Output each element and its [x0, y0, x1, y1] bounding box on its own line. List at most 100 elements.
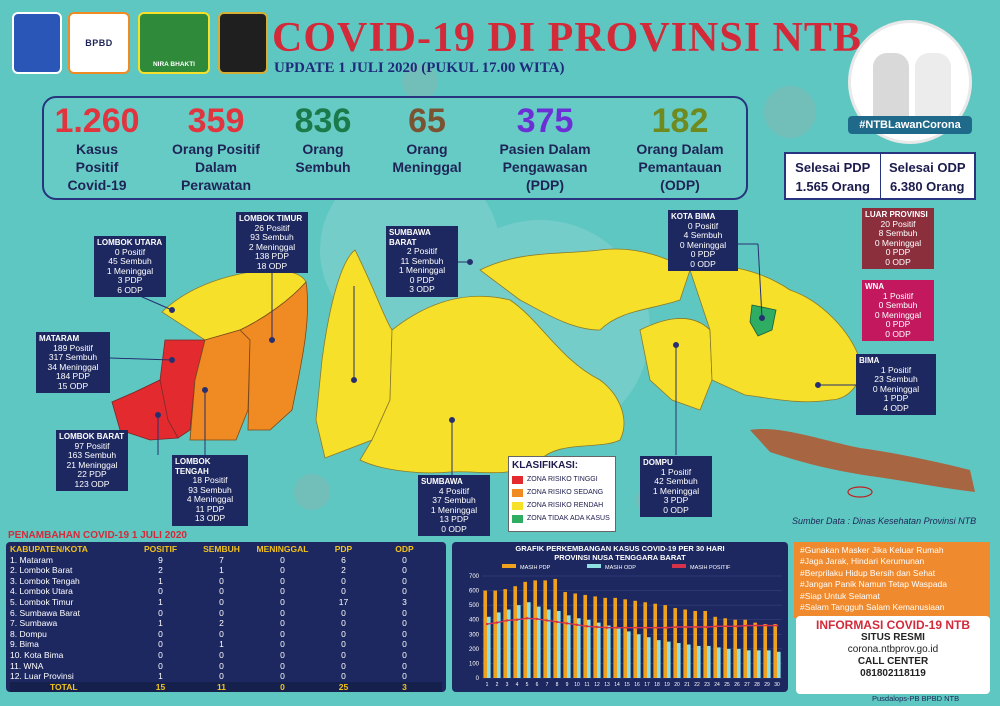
- table-cell-value: 0: [158, 586, 163, 597]
- region-box-luar-provinsi: LUAR PROVINSI 20 Positif 8 Sembuh 0 Mening…: [862, 208, 934, 269]
- bar-masih-pdp: [513, 586, 517, 678]
- message-item: #Gunakan Masker Jika Keluar Rumah: [800, 545, 944, 555]
- bar-masih-odp: [747, 650, 751, 678]
- x-tick-label: 10: [574, 682, 580, 688]
- call-center-number[interactable]: 081802118119: [860, 668, 926, 679]
- x-tick-label: 15: [624, 682, 630, 688]
- x-tick-label: 14: [614, 682, 620, 688]
- chart-svg: MASIH PDP MASIH ODP MASIH POSITIF 0 100 200 30…: [469, 564, 782, 688]
- health-messages: #Gunakan Masker Jika Keluar Rumah #Jaga …: [794, 542, 990, 618]
- y-tick-label: 400: [469, 618, 480, 624]
- table-cell-value: 0: [280, 607, 285, 618]
- y-tick-label: 700: [469, 574, 480, 580]
- region-box-lombok-timur: LOMBOK TIMUR 26 Positif 93 Sembuh 2 Mening…: [236, 212, 308, 273]
- x-tick-label: 30: [774, 682, 780, 688]
- stat-label: (ODP): [660, 177, 700, 193]
- point-masih-positif: [765, 624, 769, 627]
- x-tick-label: 25: [724, 682, 730, 688]
- selesai-panel: Selesai PDP 1.565 Orang Selesai ODP 6.38…: [784, 152, 976, 200]
- point-masih-positif: [665, 626, 669, 629]
- x-tick-label: 5: [526, 682, 529, 688]
- x-tick-label: 12: [594, 682, 600, 688]
- bar-masih-odp: [527, 602, 531, 678]
- region-box-wna: WNA 1 Positif 0 Sembuh 0 Meninggal 0 PDP 0 O…: [862, 280, 934, 341]
- table-cell-value: 0: [402, 639, 407, 650]
- stat-label: Meninggal: [392, 159, 462, 175]
- point-masih-positif: [525, 617, 529, 620]
- table-cell-region: 4. Lombok Utara: [10, 586, 73, 597]
- legend-swatch: [672, 564, 686, 568]
- table-cell-value: 0: [219, 586, 224, 597]
- table-cell-value: 0: [280, 565, 285, 576]
- table-cell-value: 0: [341, 649, 346, 660]
- y-tick-label: 600: [469, 589, 480, 595]
- bar-masih-odp: [487, 616, 491, 678]
- x-tick-label: 9: [566, 682, 569, 688]
- stat-number: 1.260: [54, 102, 140, 140]
- stats-panel: 1.260 Kasus Positif Covid-19 359 Orang P…: [42, 96, 748, 200]
- x-tick-label: 16: [634, 682, 640, 688]
- table-cell-value: 0: [219, 628, 224, 639]
- table-cell-value: 3: [402, 596, 407, 607]
- bar-masih-odp: [567, 615, 571, 678]
- legend-item: ZONA RISIKO RENDAH: [512, 499, 612, 512]
- table-cell-value: 0: [280, 671, 285, 682]
- region-box-sumbawa-barat: SUMBAWA BARAT 2 Positif 11 Sembuh 1 Mening…: [386, 226, 458, 297]
- table-cell-value: 0: [402, 618, 407, 629]
- table-cell-value: 0: [219, 575, 224, 586]
- bar-masih-odp: [727, 648, 731, 678]
- stat-number: 375: [516, 102, 574, 140]
- bar-masih-odp: [677, 643, 681, 678]
- legend-item: ZONA RISIKO TINGGI: [512, 473, 612, 486]
- message-item: #Salam Tangguh Salam Kemanusiaan: [800, 602, 945, 613]
- region-box-mataram: MATARAM 189 Positif 317 Sembuh 34 Meningga…: [36, 332, 110, 393]
- bar-masih-pdp: [643, 602, 647, 678]
- page-title: COVID-19 DI PROVINSI NTB: [272, 15, 862, 61]
- legend-label: MASIH ODP: [605, 565, 636, 571]
- table-row: 3. Lombok Tengah 1 0 0 0 0: [10, 576, 442, 587]
- x-tick-label: 28: [754, 682, 760, 688]
- point-masih-positif: [655, 626, 659, 629]
- table-cell-value: 0: [219, 649, 224, 660]
- legend-label: MASIH POSITIF: [690, 565, 731, 571]
- x-tick-label: 3: [506, 682, 509, 688]
- table-cell-value: 0: [280, 596, 285, 607]
- table-row: 9. Bima 0 1 0 0 0: [10, 639, 442, 650]
- table-total-row: TOTAL 15 11 0 25 3: [10, 681, 442, 693]
- bar-masih-odp: [707, 645, 711, 678]
- point-masih-positif: [545, 619, 549, 622]
- legend-label: MASIH PDP: [520, 565, 551, 571]
- bar-masih-pdp: [703, 610, 707, 678]
- penambahan-table: KABUPATEN/KOTA POSITIF SEMBUH MENINGGAL …: [6, 542, 446, 693]
- table-cell-region: 1. Mataram: [10, 554, 53, 565]
- y-tick-label: 200: [469, 647, 480, 653]
- selesai-odp: Selesai ODP 6.380 Orang: [888, 160, 966, 194]
- table-cell-value: 0: [402, 660, 407, 671]
- bar-masih-pdp: [653, 603, 657, 678]
- line-masih-positif: [486, 617, 777, 629]
- table-cell-value: 0: [402, 671, 407, 682]
- stat-kasus-positif: 1.260 Kasus Positif Covid-19: [46, 102, 148, 194]
- x-tick-label: 26: [734, 682, 740, 688]
- table-row: 4. Lombok Utara 0 0 0 0 0: [10, 586, 442, 597]
- message-item: #Jaga Jarak, Hindari Kerumunan: [800, 556, 925, 567]
- point-masih-positif: [775, 624, 779, 627]
- table-header: KABUPATEN/KOTA POSITIF SEMBUH MENINGGAL …: [10, 544, 414, 554]
- bar-masih-odp: [767, 650, 771, 678]
- table-cell-value: 0: [280, 554, 285, 565]
- stat-number: 836: [294, 102, 352, 140]
- bar-masih-pdp: [623, 599, 627, 678]
- stat-number: 65: [408, 102, 446, 140]
- point-masih-positif: [735, 625, 739, 628]
- point-masih-positif: [595, 625, 599, 629]
- table-cell-value: 0: [280, 586, 285, 597]
- bar-masih-odp: [617, 628, 621, 678]
- table-cell-value: 0: [280, 639, 285, 650]
- ntb-province-logo: [12, 12, 62, 74]
- x-tick-label: 8: [556, 682, 559, 688]
- message-item: #Berprilaku Hidup Bersih dan Sehat: [800, 567, 936, 578]
- table-row: 12. Luar Provinsi 1 0 0 0 0: [10, 671, 442, 682]
- bar-masih-pdp: [633, 600, 637, 678]
- table-cell-value: 0: [341, 639, 346, 650]
- situs-link[interactable]: corona.ntbprov.go.id: [847, 644, 939, 655]
